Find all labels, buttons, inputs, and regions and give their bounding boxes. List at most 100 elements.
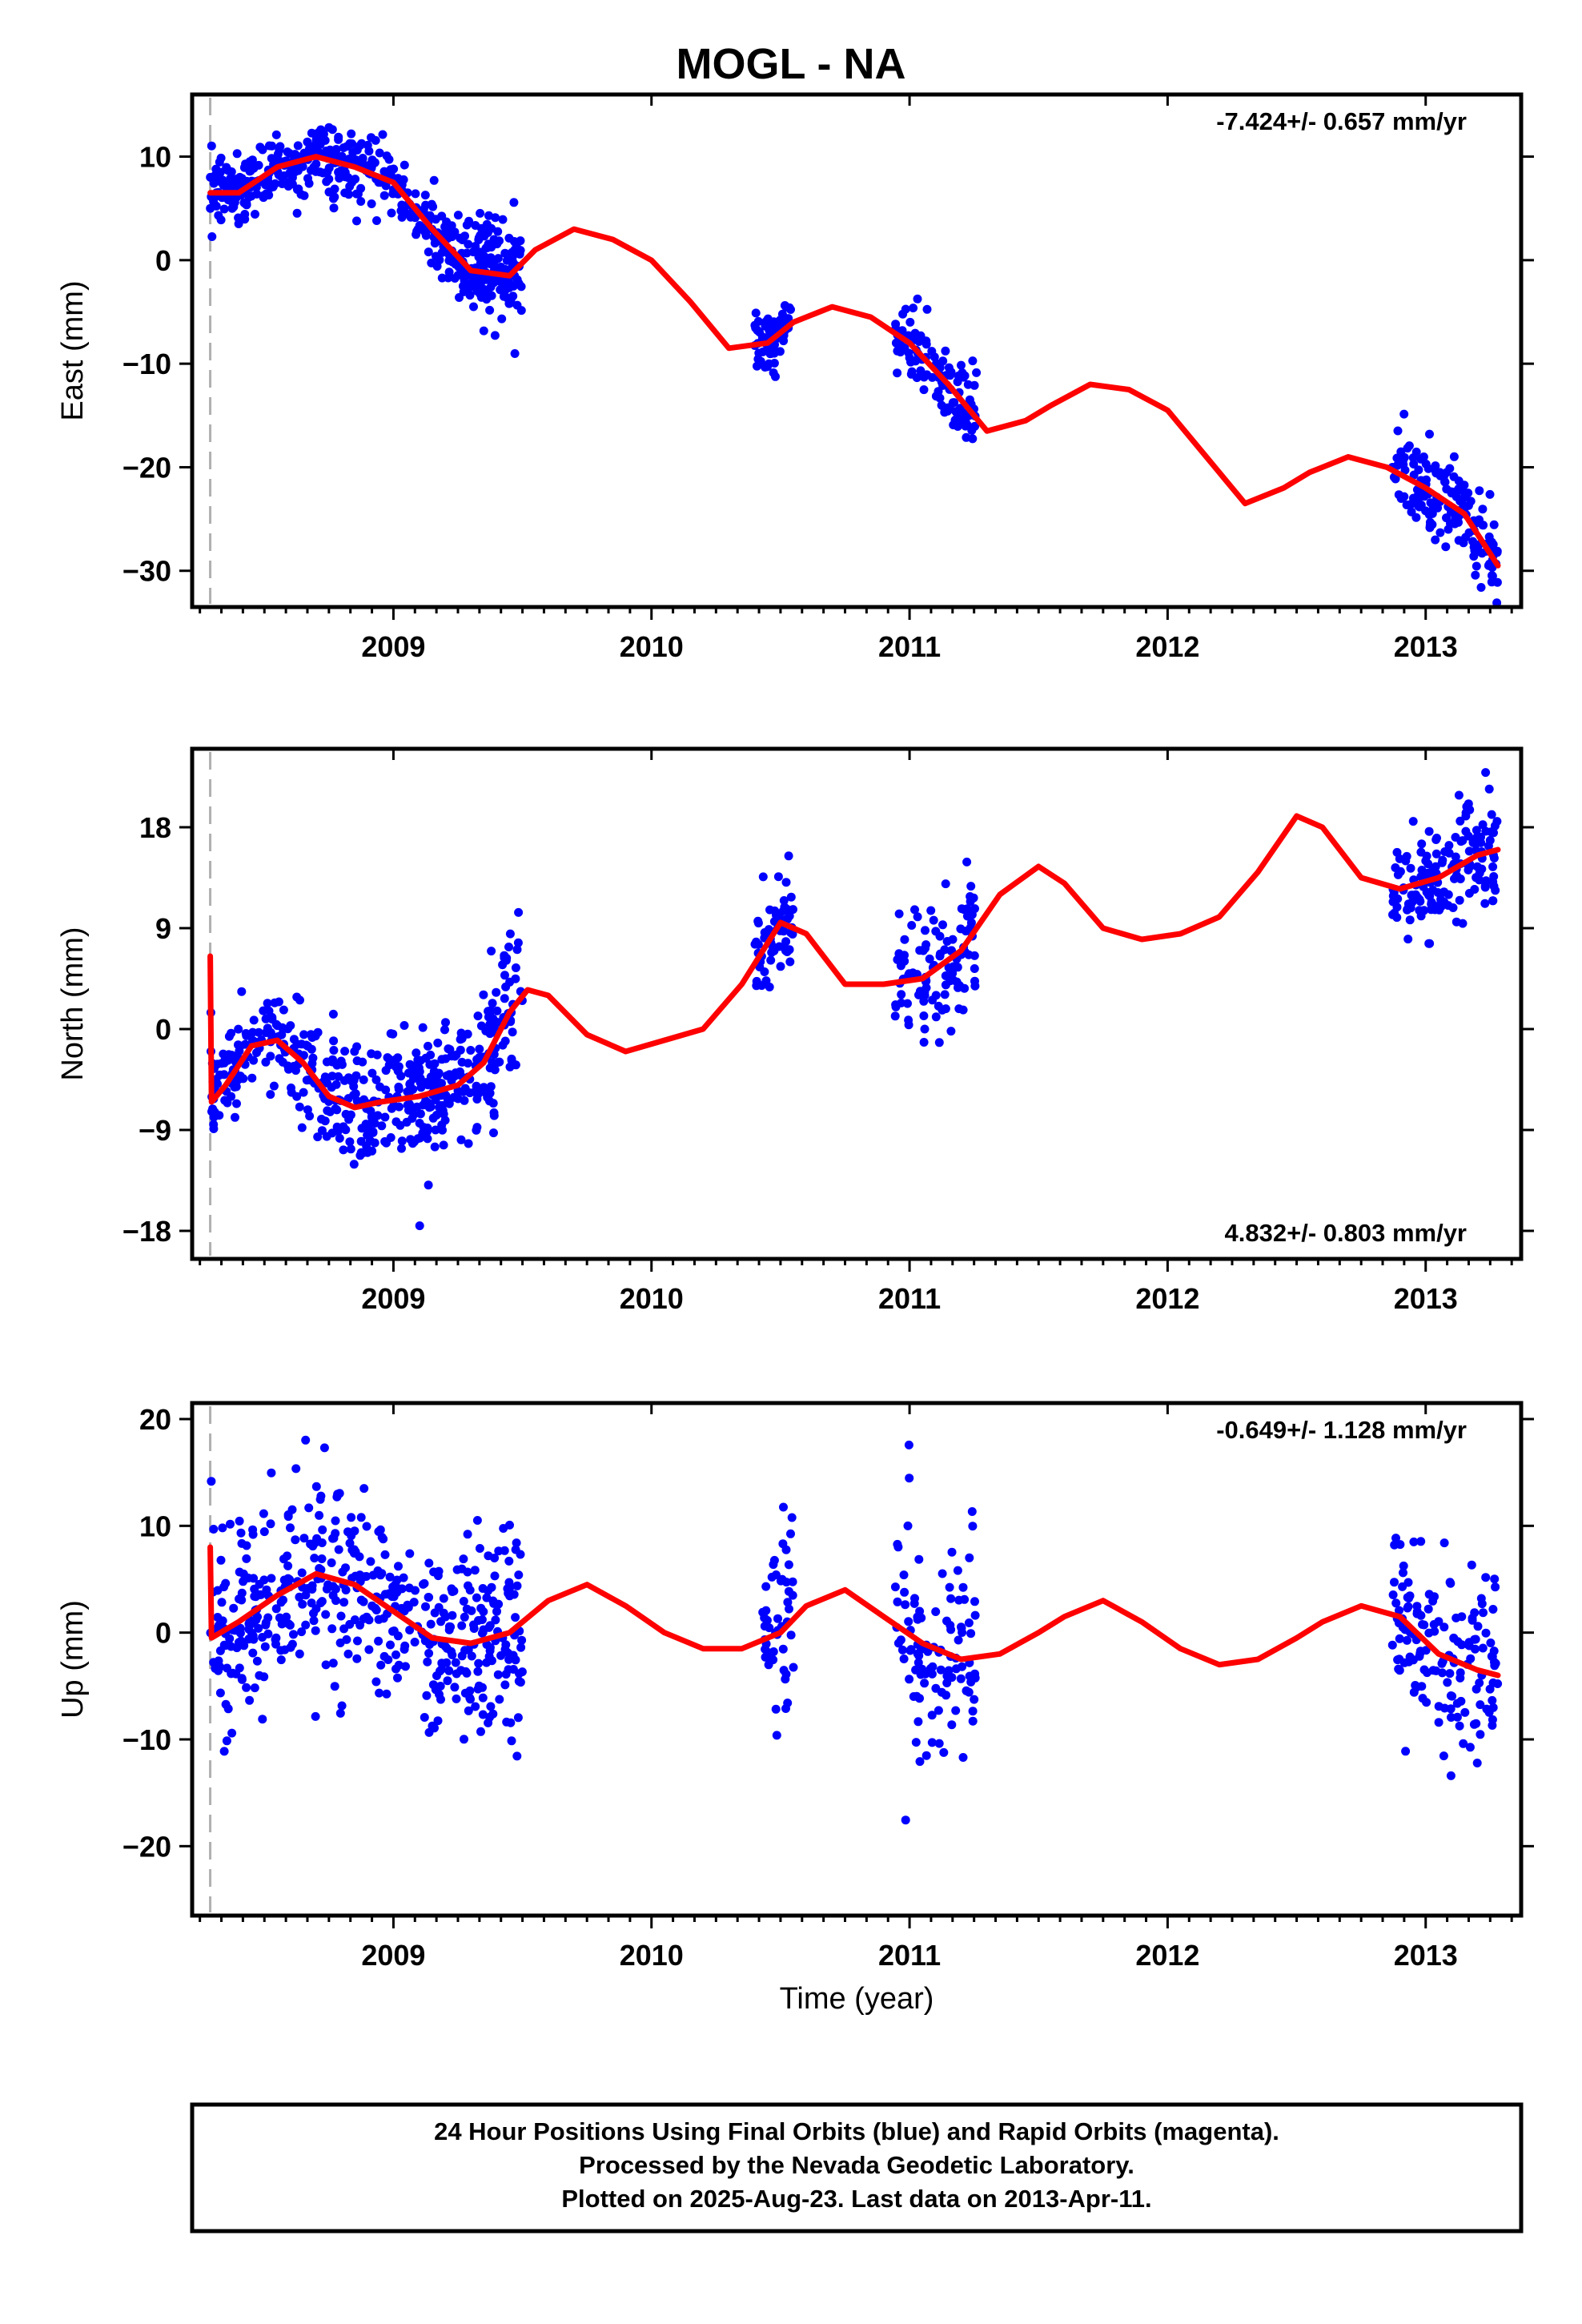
xlabel-time: Time (year) — [780, 1982, 934, 2016]
data-point — [1455, 1721, 1464, 1731]
data-point — [928, 1662, 938, 1671]
data-point — [516, 1550, 525, 1559]
data-point — [896, 344, 905, 354]
data-point — [303, 174, 312, 183]
data-point — [396, 1120, 405, 1130]
data-point — [911, 1738, 921, 1747]
data-point — [317, 1115, 326, 1124]
data-point — [891, 338, 901, 348]
data-point — [966, 1629, 976, 1638]
data-point — [347, 1513, 356, 1522]
data-point — [328, 1009, 338, 1019]
data-point — [773, 1614, 782, 1623]
data-point — [386, 1133, 396, 1142]
data-point — [1426, 498, 1435, 508]
data-point — [324, 123, 334, 132]
data-point — [277, 1030, 287, 1039]
data-point — [497, 314, 507, 324]
data-point — [297, 1627, 307, 1637]
data-point — [500, 248, 510, 258]
data-point — [913, 1658, 923, 1667]
data-point — [1388, 891, 1398, 901]
data-point — [757, 981, 766, 991]
data-point — [786, 1630, 796, 1640]
data-point — [393, 1673, 402, 1683]
data-point — [485, 305, 495, 315]
data-point — [509, 237, 519, 246]
data-point — [1405, 1591, 1415, 1601]
data-point — [219, 204, 229, 214]
data-point — [492, 239, 502, 249]
data-point — [283, 1512, 293, 1522]
data-point — [1408, 817, 1418, 826]
data-point — [484, 1718, 493, 1727]
data-point — [331, 1516, 340, 1526]
data-point — [329, 1036, 339, 1046]
data-point — [784, 1586, 793, 1596]
data-point — [1470, 546, 1480, 556]
data-point — [315, 167, 325, 177]
data-point — [275, 1054, 284, 1063]
data-point — [1425, 517, 1435, 527]
data-point — [968, 1716, 978, 1726]
data-point — [473, 1011, 483, 1021]
ylabel-north: North (mm) — [56, 927, 90, 1080]
plot-frame — [190, 92, 1524, 609]
data-point — [316, 125, 326, 135]
data-point — [405, 1059, 415, 1069]
data-point — [309, 163, 319, 172]
data-point — [1408, 493, 1418, 503]
data-point — [343, 1649, 353, 1659]
data-point — [444, 273, 453, 283]
data-point — [347, 1546, 357, 1554]
data-point — [219, 1582, 229, 1592]
data-point — [387, 208, 396, 218]
data-point — [258, 1633, 267, 1642]
data-point — [1480, 899, 1490, 908]
data-point — [753, 354, 763, 364]
data-point — [254, 1027, 263, 1037]
data-point — [421, 231, 431, 240]
data-point — [772, 1731, 781, 1740]
data-point — [926, 906, 936, 915]
data-point — [394, 1562, 403, 1571]
data-point — [473, 275, 483, 285]
data-point — [763, 362, 772, 372]
data-point — [484, 239, 493, 249]
data-point — [1467, 1560, 1476, 1570]
data-point — [484, 1651, 494, 1661]
data-point — [427, 199, 436, 209]
data-point — [475, 1544, 484, 1553]
data-point — [1388, 1590, 1398, 1599]
data-point — [1481, 1573, 1491, 1582]
data-point — [934, 1038, 944, 1047]
data-point — [475, 1044, 484, 1054]
data-point — [444, 1666, 454, 1675]
data-point — [262, 189, 271, 199]
data-point — [293, 141, 303, 151]
data-point — [1470, 1608, 1480, 1618]
data-point — [1446, 519, 1455, 529]
data-point — [295, 995, 304, 1005]
data-point — [259, 1509, 268, 1518]
data-point — [305, 1112, 315, 1121]
data-point — [1469, 1719, 1479, 1729]
data-point — [511, 974, 520, 983]
data-point — [764, 925, 773, 935]
data-point — [1461, 826, 1471, 836]
data-point — [1403, 935, 1413, 944]
data-point — [313, 1132, 323, 1142]
data-point — [435, 1690, 444, 1699]
data-point — [786, 892, 796, 902]
data-point — [307, 128, 316, 138]
data-point — [396, 1072, 406, 1081]
data-point — [941, 346, 950, 356]
data-point — [224, 1031, 234, 1041]
data-point — [1437, 1659, 1447, 1668]
data-point — [789, 905, 797, 915]
data-point — [456, 1045, 465, 1055]
data-point — [402, 1117, 412, 1127]
data-point — [439, 1608, 448, 1618]
data-point — [938, 920, 947, 930]
data-point — [456, 1135, 466, 1144]
